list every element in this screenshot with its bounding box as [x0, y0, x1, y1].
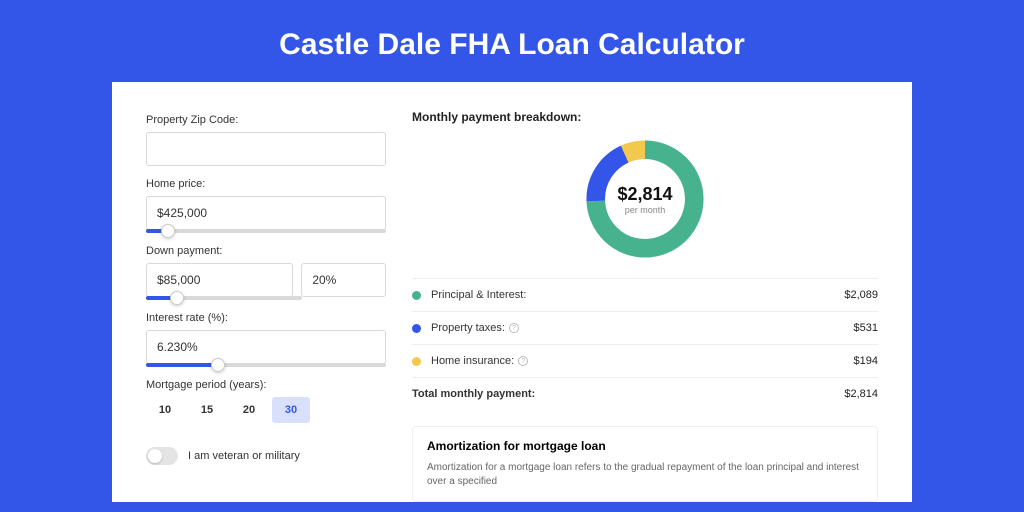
zip-group: Property Zip Code: — [146, 114, 386, 166]
home-price-label: Home price: — [146, 178, 386, 190]
interest-slider-thumb[interactable] — [211, 358, 225, 372]
donut-value: $2,814 — [617, 184, 672, 205]
legend-amount: $2,089 — [844, 289, 878, 301]
veteran-row: I am veteran or military — [146, 447, 386, 465]
veteran-label: I am veteran or military — [188, 450, 300, 462]
info-icon[interactable]: ? — [509, 323, 519, 333]
home-price-group: Home price: — [146, 178, 386, 233]
period-btn-10[interactable]: 10 — [146, 397, 184, 423]
donut-center: $2,814 per month — [580, 134, 710, 264]
interest-slider[interactable] — [146, 363, 386, 367]
donut-chart: $2,814 per month — [580, 134, 710, 264]
interest-slider-fill — [146, 363, 218, 367]
calculator-card: Property Zip Code: Home price: Down paym… — [112, 82, 912, 502]
period-btn-20[interactable]: 20 — [230, 397, 268, 423]
legend-row: Principal & Interest:$2,089 — [412, 278, 878, 311]
legend-label: Principal & Interest: — [431, 289, 844, 301]
legend-dot — [412, 324, 421, 333]
home-price-slider[interactable] — [146, 229, 386, 233]
interest-input[interactable] — [146, 330, 386, 364]
zip-label: Property Zip Code: — [146, 114, 386, 126]
period-label: Mortgage period (years): — [146, 379, 386, 391]
down-payment-percent-input[interactable] — [301, 263, 386, 297]
down-payment-slider-thumb[interactable] — [170, 291, 184, 305]
donut-sub: per month — [625, 205, 666, 215]
legend-amount: $194 — [854, 355, 878, 367]
down-payment-label: Down payment: — [146, 245, 386, 257]
total-label: Total monthly payment: — [412, 388, 844, 400]
legend-label: Home insurance:? — [431, 355, 854, 367]
home-price-input[interactable] — [146, 196, 386, 230]
legend-row: Property taxes:?$531 — [412, 311, 878, 344]
zip-input[interactable] — [146, 132, 386, 166]
donut-chart-wrap: $2,814 per month — [412, 134, 878, 264]
veteran-toggle[interactable] — [146, 447, 178, 465]
total-row: Total monthly payment: $2,814 — [412, 377, 878, 410]
period-btn-15[interactable]: 15 — [188, 397, 226, 423]
amortization-text: Amortization for a mortgage loan refers … — [427, 461, 863, 489]
down-payment-slider[interactable] — [146, 296, 302, 300]
legend-label: Property taxes:? — [431, 322, 854, 334]
breakdown-title: Monthly payment breakdown: — [412, 110, 878, 124]
interest-group: Interest rate (%): — [146, 312, 386, 367]
legend-row: Home insurance:?$194 — [412, 344, 878, 377]
legend-dot — [412, 357, 421, 366]
amortization-box: Amortization for mortgage loan Amortizat… — [412, 426, 878, 502]
legend-dot — [412, 291, 421, 300]
breakdown-panel: Monthly payment breakdown: $2,814 per mo… — [412, 110, 878, 474]
info-icon[interactable]: ? — [518, 356, 528, 366]
interest-label: Interest rate (%): — [146, 312, 386, 324]
period-btn-30[interactable]: 30 — [272, 397, 310, 423]
total-amount: $2,814 — [844, 388, 878, 400]
home-price-slider-thumb[interactable] — [161, 224, 175, 238]
form-panel: Property Zip Code: Home price: Down paym… — [146, 110, 386, 474]
down-payment-group: Down payment: — [146, 245, 386, 300]
period-group: Mortgage period (years): 10152030 — [146, 379, 386, 423]
amortization-title: Amortization for mortgage loan — [427, 439, 863, 453]
down-payment-amount-input[interactable] — [146, 263, 293, 297]
page-title: Castle Dale FHA Loan Calculator — [0, 0, 1024, 82]
legend-amount: $531 — [854, 322, 878, 334]
